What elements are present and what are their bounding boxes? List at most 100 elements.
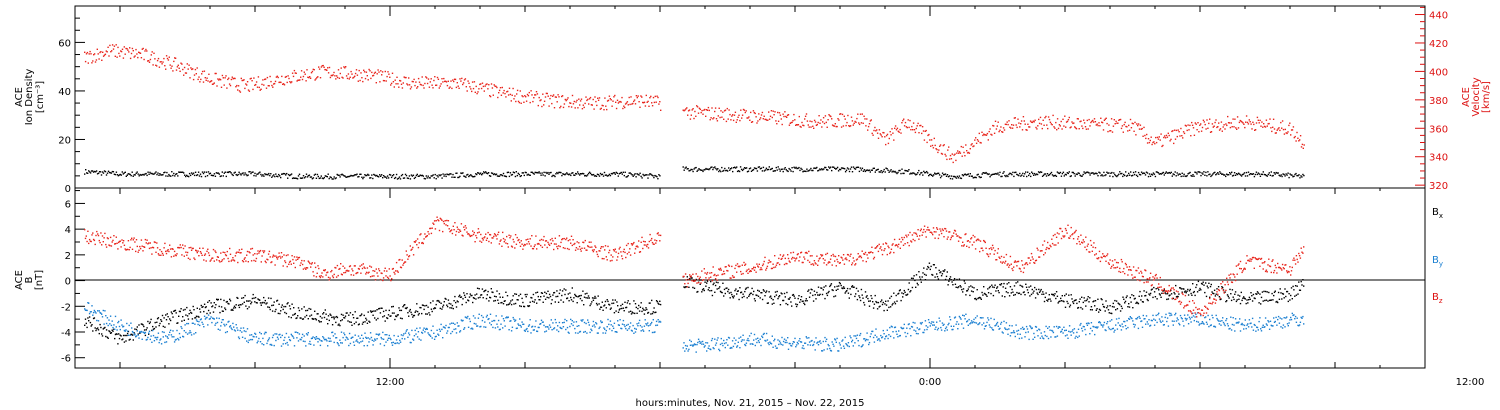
bx-point (974, 297, 977, 300)
velocity-point (917, 122, 919, 125)
density-point (253, 174, 255, 177)
by-point (335, 337, 337, 339)
density-point (380, 175, 382, 177)
bx-point (1115, 309, 1117, 311)
density-point (1145, 171, 1148, 173)
density-point (831, 169, 833, 172)
density-point (722, 170, 724, 172)
bx-point (1185, 292, 1187, 294)
velocity-point (222, 77, 224, 79)
density-point (1167, 172, 1169, 174)
density-point (525, 171, 527, 174)
velocity-point (899, 128, 901, 131)
velocity-point (967, 151, 970, 154)
bx-point (583, 304, 585, 306)
velocity-point (717, 115, 719, 117)
density-point (1049, 172, 1052, 175)
bx-point (1129, 296, 1131, 299)
bx-point (527, 305, 530, 308)
density-point (731, 167, 733, 169)
velocity-point (1154, 143, 1156, 145)
bx-point (808, 296, 811, 298)
bx-point (318, 321, 321, 323)
velocity-point (552, 94, 555, 96)
bx-point (652, 311, 654, 313)
density-point (1303, 174, 1305, 177)
bx-point (1021, 285, 1023, 287)
velocity-point (518, 101, 521, 104)
by-point (521, 321, 523, 323)
by-point (201, 321, 203, 324)
density-point (114, 173, 117, 176)
density-point (282, 173, 284, 175)
density-point (922, 174, 924, 176)
density-point (623, 174, 625, 177)
density-point (1122, 175, 1124, 178)
velocity-point (423, 87, 425, 89)
velocity-point (146, 50, 148, 52)
bx-point (514, 302, 517, 305)
density-point (443, 175, 445, 177)
by-point (421, 331, 423, 334)
by-point (626, 329, 629, 331)
density-point (1284, 175, 1286, 177)
bx-point (502, 296, 504, 298)
bx-point (758, 290, 760, 292)
density-point (891, 171, 893, 173)
by-point (256, 342, 258, 344)
density-point (122, 173, 124, 175)
by-point (586, 332, 588, 334)
density-point (294, 177, 297, 179)
velocity-point (726, 107, 728, 110)
x-ticks: 12:00 0:00 12:00 (74, 6, 1484, 388)
density-point (1263, 173, 1265, 176)
by-point (291, 334, 293, 337)
by-point (329, 337, 331, 340)
velocity-point (892, 132, 894, 134)
velocity-point (982, 134, 984, 137)
by-point (638, 322, 640, 324)
bx-point (1140, 299, 1142, 301)
by-point (287, 344, 289, 346)
bx-point (449, 307, 451, 309)
by-point (510, 320, 512, 322)
velocity-point (951, 153, 953, 155)
by-point (730, 346, 732, 349)
velocity-point (395, 83, 397, 85)
by-point (255, 336, 258, 338)
density-point (432, 174, 434, 176)
bx-point (207, 309, 210, 312)
bx-point (174, 309, 177, 312)
bx-point (868, 305, 871, 307)
velocity-point (478, 88, 480, 90)
velocity-point (1042, 119, 1044, 121)
velocity-point (890, 134, 892, 136)
velocity-point (872, 134, 874, 136)
velocity-point (803, 124, 805, 127)
bx-point (418, 312, 420, 315)
density-point (513, 172, 516, 174)
bx-point (528, 305, 531, 307)
density-point (790, 170, 792, 172)
velocity-point (362, 80, 364, 83)
velocity-point (840, 113, 842, 115)
by-point (454, 323, 456, 325)
density-point (825, 166, 827, 169)
velocity-point (1275, 132, 1277, 134)
bx-point (1115, 300, 1118, 302)
bx-point (486, 294, 488, 296)
bx-point (630, 313, 633, 315)
bx-point (595, 297, 597, 299)
density-point (631, 174, 633, 176)
velocity-point (1073, 122, 1075, 124)
bx-point (655, 311, 657, 313)
velocity-point (1281, 127, 1283, 129)
by-point (286, 341, 288, 344)
density-point (968, 175, 970, 177)
density-point (735, 167, 737, 169)
velocity-point (611, 105, 613, 107)
velocity-point (979, 141, 981, 144)
density-point (446, 173, 448, 175)
velocity-point (177, 64, 179, 66)
bx-point (1281, 298, 1283, 300)
